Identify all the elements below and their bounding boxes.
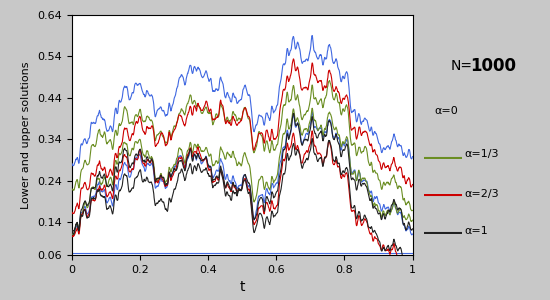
Text: α=2/3: α=2/3 (465, 188, 499, 199)
Y-axis label: Lower and upper solutions: Lower and upper solutions (21, 61, 31, 209)
Text: 1000: 1000 (470, 57, 516, 75)
X-axis label: t: t (239, 280, 245, 294)
Text: α=1/3: α=1/3 (465, 149, 499, 160)
Text: α=0: α=0 (434, 106, 458, 116)
Text: α=1: α=1 (465, 226, 488, 236)
Text: N=: N= (451, 59, 473, 73)
